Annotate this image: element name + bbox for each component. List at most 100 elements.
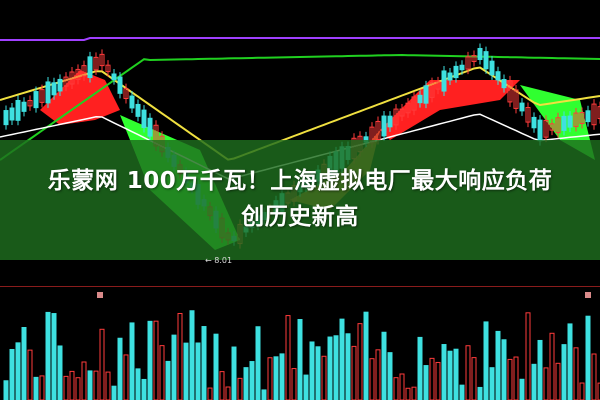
volume-bar <box>345 333 351 400</box>
candle <box>489 60 495 76</box>
volume-bar <box>549 332 555 400</box>
volume-bar <box>105 371 111 400</box>
volume-bar <box>255 326 261 400</box>
candle <box>63 76 69 87</box>
volume-bar <box>393 377 399 400</box>
candle <box>507 80 513 103</box>
volume-bar <box>291 368 297 400</box>
volume-bar <box>123 354 129 400</box>
volume-bar <box>249 361 255 400</box>
volume-bar <box>39 375 45 400</box>
ribbon-up <box>40 70 120 125</box>
volume-bar <box>237 377 243 400</box>
candle <box>111 73 117 81</box>
volume-bar <box>135 368 141 400</box>
volume-bar <box>207 387 213 400</box>
candle <box>123 88 129 100</box>
volume-bar <box>243 367 249 400</box>
volume-bar <box>63 375 69 400</box>
volume-bar <box>501 339 507 400</box>
volume-bar <box>597 382 600 400</box>
candle <box>579 112 585 124</box>
volume-bar <box>87 370 93 400</box>
candle <box>21 101 27 112</box>
volume-bar <box>405 387 411 400</box>
candle <box>129 95 135 109</box>
volume-bar <box>561 344 567 400</box>
volume-bar <box>453 348 459 400</box>
candle <box>525 107 531 123</box>
volume-bar <box>525 312 531 400</box>
volume-bar <box>195 342 201 400</box>
low-price-label: ← 8.01 <box>205 256 233 265</box>
volume-bar <box>591 353 597 400</box>
candle <box>543 119 549 138</box>
candle <box>45 81 51 104</box>
candle <box>549 123 555 131</box>
volume-bar <box>75 377 81 400</box>
candle <box>81 65 87 77</box>
candle <box>75 68 81 80</box>
volume-bar <box>531 363 537 400</box>
candle <box>15 99 21 121</box>
volume-bar <box>411 386 417 400</box>
volume-bar <box>147 320 153 400</box>
candle <box>399 108 405 117</box>
volume-bar <box>489 367 495 400</box>
volume-bar <box>477 386 483 400</box>
volume-bar <box>519 378 525 400</box>
candle <box>387 115 393 128</box>
volume-bar <box>423 365 429 400</box>
volume-bar <box>369 358 375 400</box>
candle <box>531 116 537 129</box>
volume-bar <box>129 322 135 400</box>
ma-line-green <box>0 53 600 161</box>
volume-bar <box>309 341 315 400</box>
volume-bar <box>381 331 387 400</box>
candle <box>441 70 447 92</box>
candle <box>573 112 579 128</box>
volume-bar <box>429 357 435 400</box>
volume-bar <box>183 342 189 400</box>
candle <box>501 79 507 89</box>
volume-bar <box>333 335 339 400</box>
candle <box>519 102 525 112</box>
candle <box>483 51 489 70</box>
candle <box>423 85 429 104</box>
candle <box>393 108 399 126</box>
volume-bar <box>177 312 183 400</box>
candle <box>513 89 519 109</box>
candle <box>117 76 123 94</box>
candle <box>471 55 477 62</box>
volume-bar <box>57 345 63 400</box>
volume-bar <box>81 361 87 400</box>
volume-bar <box>51 313 57 400</box>
candle <box>405 102 411 114</box>
headline-line-2: 创历史新高 <box>241 204 359 230</box>
candle <box>459 64 465 71</box>
volume-bar <box>231 346 237 400</box>
candle <box>105 64 111 73</box>
volume-bar <box>261 389 267 400</box>
volume-bar <box>471 357 477 400</box>
candle <box>141 109 147 128</box>
ma-line-yellow <box>0 66 600 161</box>
volume-bar <box>399 373 405 400</box>
candle <box>495 71 501 81</box>
candle <box>585 110 591 123</box>
volume-bar <box>219 371 225 400</box>
candle <box>411 96 417 111</box>
candle <box>477 47 483 61</box>
candle <box>567 115 573 128</box>
volume-bar <box>483 321 489 400</box>
volume-bar <box>351 345 357 400</box>
candle <box>3 110 9 126</box>
volume-bar <box>573 347 579 400</box>
volume-bar <box>387 352 393 400</box>
volume-bar <box>339 318 345 400</box>
volume-bar <box>513 356 519 400</box>
volume-bar <box>543 367 549 400</box>
marker-icon <box>97 292 103 298</box>
volume-bar <box>447 350 453 400</box>
